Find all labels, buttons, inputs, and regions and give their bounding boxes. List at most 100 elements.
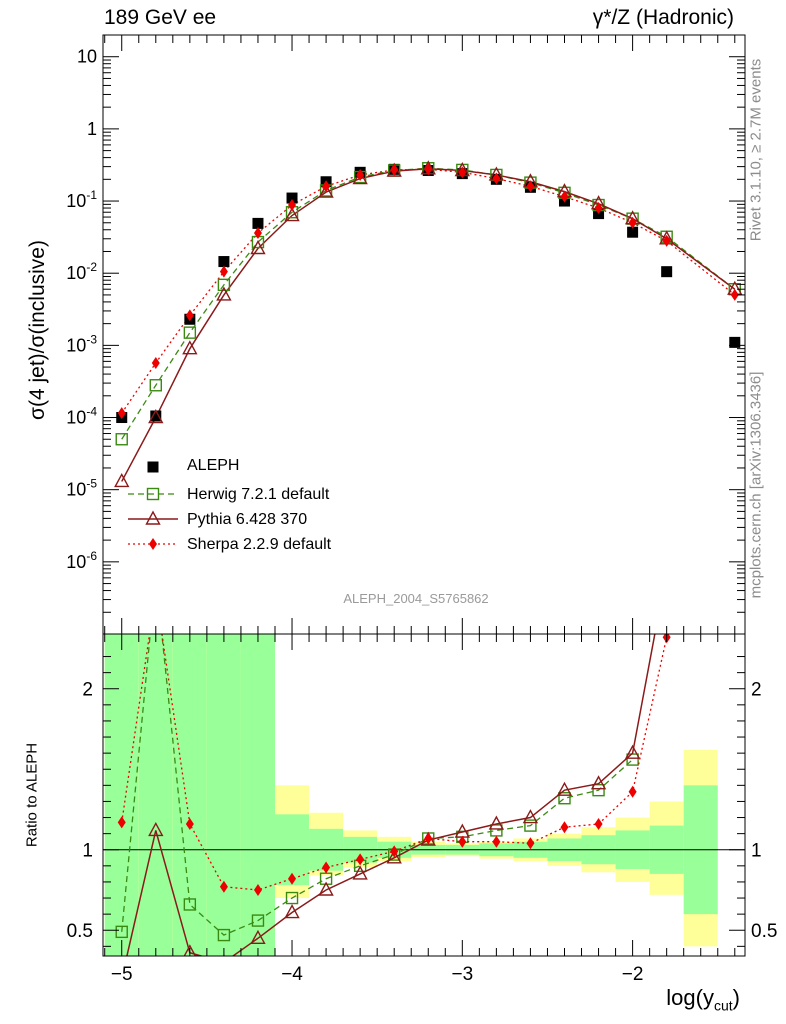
ratio-y-tick-label-right: 1 [751, 841, 762, 862]
main-marker-herwig [149, 379, 162, 392]
main-y-tick-label: 1 [87, 119, 97, 139]
main-y-tick-label: 10-6 [66, 549, 97, 572]
ratio-marker-sherpa [594, 817, 603, 830]
ratio-marker-sherpa [458, 835, 467, 848]
main-line-sherpa [121, 168, 736, 414]
data-point-aleph [729, 336, 741, 348]
main-marker-pythia [182, 340, 198, 355]
main-y-tick-exponent: -2 [86, 260, 97, 274]
main-marker-sherpa [424, 163, 433, 176]
ratio-marker-pythia [284, 904, 300, 919]
main-marker-herwig [217, 278, 231, 292]
ratio-marker-sherpa [628, 785, 637, 798]
main-marker-pythia [148, 409, 164, 424]
main-marker-sherpa [185, 309, 194, 322]
data-point-aleph [218, 256, 230, 268]
data-point-aleph [286, 192, 298, 204]
main-marker-pythia [250, 240, 266, 255]
ratio-y-tick-label-left: 2 [82, 680, 93, 701]
main-y-tick-label: 10-1 [66, 188, 97, 211]
ratio-marker-sherpa [390, 845, 399, 858]
main-marker-sherpa [288, 199, 297, 212]
legend-marker-data [147, 461, 159, 473]
main-marker-pythia [114, 472, 130, 488]
main-y-tick-base: 10 [66, 480, 86, 500]
ratio-marker-pythia [183, 944, 197, 956]
x-tick-label: −5 [111, 964, 133, 985]
main-marker-sherpa [356, 168, 365, 181]
main-y-tick-exponent: -3 [86, 332, 97, 346]
main-y-tick-base: 10 [66, 263, 86, 283]
main-marker-sherpa [390, 163, 399, 176]
ratio-marker-sherpa [322, 861, 331, 874]
main-marker-sherpa [117, 407, 126, 420]
main-line-pythia [121, 168, 736, 482]
main-y-tick-label: 10-2 [66, 260, 97, 283]
ratio-marker-sherpa [152, 586, 160, 598]
main-marker-sherpa [219, 265, 228, 278]
main-y-tick-base: 10 [66, 408, 86, 428]
header-energy-label: 189 GeV ee [104, 6, 217, 29]
ratio-marker-sherpa [219, 880, 228, 893]
main-y-axis-label: σ(4 jet)/σ(inclusive) [26, 240, 49, 420]
ratio-marker-herwig [217, 928, 231, 942]
main-marker-pythia [284, 207, 300, 222]
ratio-band-inner [206, 634, 241, 956]
ratio-marker-pythia [318, 881, 334, 896]
x-tick-label: −2 [622, 964, 644, 985]
ratio-y-axis-label: Ratio to ALEPH [23, 742, 41, 848]
ratio-marker-herwig [251, 914, 265, 927]
main-y-tick-base: 1 [87, 119, 97, 139]
main-marker-sherpa [526, 180, 535, 193]
ratio-marker-herwig [524, 819, 537, 832]
data-point-aleph [627, 226, 639, 238]
main-marker-sherpa [458, 166, 467, 179]
ratio-line-herwig [121, 634, 634, 936]
main-y-tick-base: 10 [66, 191, 86, 211]
ratio-marker-pythia [488, 815, 505, 830]
legend-marker-pythia [145, 510, 161, 525]
ratio-plot-frame [102, 633, 746, 957]
main-marker-pythia [318, 183, 334, 198]
ratio-band-inner [138, 634, 173, 956]
main-marker-sherpa [560, 190, 569, 203]
legend-symbols [128, 461, 178, 550]
main-marker-herwig [183, 326, 197, 339]
ratio-marker-pythia [522, 809, 539, 824]
mcplots-source-label: mcplots.cern.ch [arXiv:1306.3436] [747, 371, 765, 599]
main-y-tick-label: 10-5 [66, 477, 97, 500]
main-y-tick-base: 10 [66, 335, 86, 355]
data-point-aleph [661, 266, 673, 278]
ratio-marker-sherpa [253, 883, 262, 896]
main-y-tick-label: 10-4 [66, 405, 97, 428]
ratio-marker-herwig [115, 925, 128, 939]
main-marker-pythia [352, 170, 368, 185]
main-y-tick-exponent: -1 [86, 188, 97, 202]
ratio-y-tick-label-left: 1 [82, 841, 93, 862]
ratio-marker-herwig [150, 571, 161, 582]
main-y-tick-exponent: -5 [86, 477, 97, 491]
main-y-tick-base: 10 [77, 47, 97, 67]
main-y-tick-exponent: -4 [86, 405, 97, 419]
ratio-band-inner [240, 634, 275, 956]
data-point-aleph [150, 410, 162, 422]
ratio-marker-herwig [183, 898, 197, 911]
main-marker-sherpa [730, 288, 739, 301]
ratio-marker-pythia [590, 775, 607, 790]
ratio-marker-pythia [556, 781, 573, 796]
main-marker-sherpa [322, 180, 331, 193]
ratio-marker-sherpa [356, 853, 365, 866]
main-marker-sherpa [253, 227, 262, 240]
ratio-marker-pythia [652, 609, 665, 621]
ratio-marker-sherpa [560, 821, 569, 834]
ratio-marker-sherpa [526, 837, 535, 850]
x-tick-label: −4 [281, 964, 303, 985]
ratio-marker-herwig [558, 792, 571, 805]
ratio-marker-herwig [285, 891, 299, 905]
main-y-tick-label: 10 [77, 47, 97, 67]
legend-label-herwig: Herwig 7.2.1 default [187, 486, 330, 503]
ratio-marker-sherpa [424, 832, 433, 845]
legend-label-sherpa: Sherpa 2.2.9 default [187, 536, 332, 553]
ratio-uncertainty-bands [104, 634, 718, 956]
